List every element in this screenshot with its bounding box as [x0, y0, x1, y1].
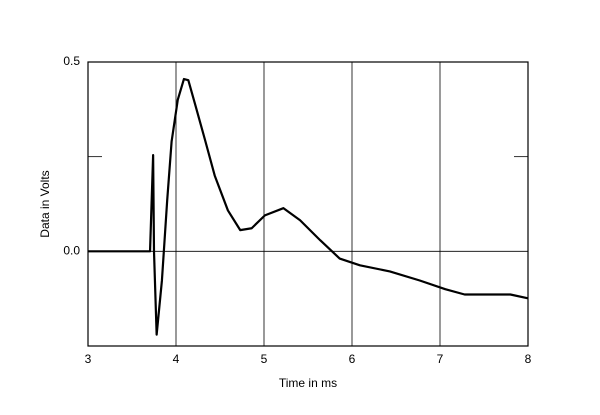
y-axis-label: Data in Volts — [38, 170, 52, 237]
plot-frame — [87, 61, 529, 347]
y-tick-label: 0.0 — [63, 244, 80, 258]
x-tick-label: 4 — [173, 352, 180, 366]
x-tick-label: 6 — [349, 352, 356, 366]
x-tick-label: 5 — [261, 352, 268, 366]
y-tick-label: 0.5 — [63, 54, 80, 68]
x-tick-label: 8 — [525, 352, 532, 366]
x-tick-label: 3 — [85, 352, 92, 366]
data-line — [88, 77, 529, 336]
x-axis-label: Time in ms — [279, 376, 337, 390]
x-tick-label: 7 — [437, 352, 444, 366]
